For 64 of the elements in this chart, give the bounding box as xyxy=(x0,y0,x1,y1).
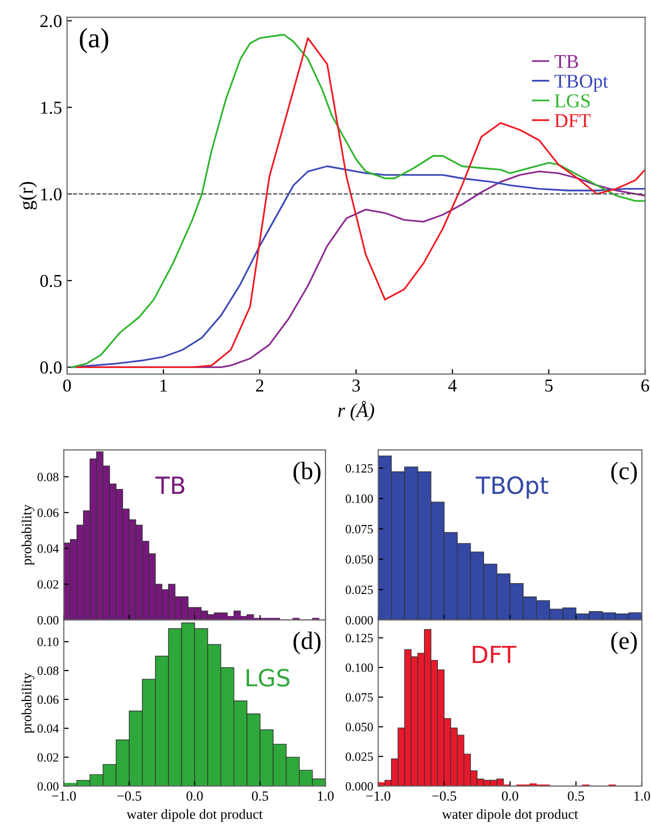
series-label: DFT xyxy=(472,646,516,664)
y-tick-label: 0.000 xyxy=(346,616,373,624)
y-tick-label: 0.0 xyxy=(40,361,62,374)
y-tick-label: 0.00 xyxy=(38,782,58,791)
x-tick-label: 6 xyxy=(641,380,650,392)
x-axis-title: water dipole dot product xyxy=(126,809,263,822)
y-tick-label: 0.02 xyxy=(38,580,58,589)
y-tick-label: 0.100 xyxy=(346,494,373,504)
x-tick-label: 0.5 xyxy=(252,791,268,801)
y-tick-label: 0.125 xyxy=(346,634,373,642)
y-tick-label: 0.02 xyxy=(38,753,58,762)
y-tick-label: 0.04 xyxy=(38,724,59,733)
x-tick-label: 0.5 xyxy=(568,791,584,801)
y-tick-label: 0.025 xyxy=(346,586,373,594)
y-tick-label: 0.06 xyxy=(38,508,59,518)
x-tick-label: 1.0 xyxy=(318,791,334,801)
y-tick-label: 1.0 xyxy=(41,188,62,200)
x-tick-label: 5 xyxy=(545,380,553,392)
x-tick-label: 0.0 xyxy=(502,791,518,801)
annotation: (d) xyxy=(294,632,320,654)
annotation: (c) xyxy=(611,462,637,484)
annotation: (e) xyxy=(611,632,637,654)
x-tick-label: −1.0 xyxy=(52,791,76,801)
series-label: TBOpt xyxy=(476,476,548,499)
legend-label: LGS xyxy=(554,94,590,108)
x-tick-label: −0.5 xyxy=(117,791,142,801)
x-tick-label: 0 xyxy=(63,379,71,392)
y-tick-label: 0.08 xyxy=(38,666,58,676)
x-axis-title: water dipole dot product xyxy=(442,809,578,822)
annotation: (a) xyxy=(80,28,108,54)
y-tick-label: 0.04 xyxy=(38,544,59,553)
y-tick-label: 0.08 xyxy=(38,472,58,482)
y-axis-title: g(r) xyxy=(19,182,37,210)
y-tick-label: 0.025 xyxy=(346,752,373,761)
annotation: (b) xyxy=(294,462,320,484)
y-tick-label: 0.125 xyxy=(346,464,373,473)
x-tick-label: −0.5 xyxy=(432,791,456,801)
x-tick-label: 1 xyxy=(160,380,167,392)
y-tick-label: 0.000 xyxy=(346,782,373,791)
y-tick-label: 1.5 xyxy=(41,102,62,114)
y-tick-label: 0.050 xyxy=(346,722,373,732)
x-axis-title: r (Å) xyxy=(338,400,374,421)
y-tick-label: 0.5 xyxy=(40,274,62,288)
y-tick-label: 0.00 xyxy=(38,616,58,624)
legend-label: TBOpt xyxy=(554,74,608,92)
x-tick-label: 1.0 xyxy=(634,791,650,801)
series-label: TB xyxy=(155,476,184,494)
x-tick-label: 2 xyxy=(256,380,264,392)
y-tick-label: 0.100 xyxy=(346,663,373,672)
legend-label: DFT xyxy=(554,114,591,127)
x-tick-label: 0.0 xyxy=(186,791,203,801)
legend-label: TB xyxy=(554,55,578,68)
y-tick-label: 0.06 xyxy=(38,695,59,704)
x-tick-label: −1.0 xyxy=(366,791,390,801)
y-axis-title: probability xyxy=(22,504,34,566)
y-tick-label: 0.075 xyxy=(346,693,373,702)
y-tick-label: 0.050 xyxy=(346,555,373,564)
series-label: LGS xyxy=(246,668,290,687)
y-axis-title: probability xyxy=(22,672,34,734)
y-tick-label: 0.075 xyxy=(346,524,373,534)
x-tick-label: 4 xyxy=(448,380,457,392)
x-tick-label: 3 xyxy=(352,380,360,392)
y-tick-label: 2.0 xyxy=(40,15,62,28)
y-tick-label: 0.10 xyxy=(38,638,58,646)
